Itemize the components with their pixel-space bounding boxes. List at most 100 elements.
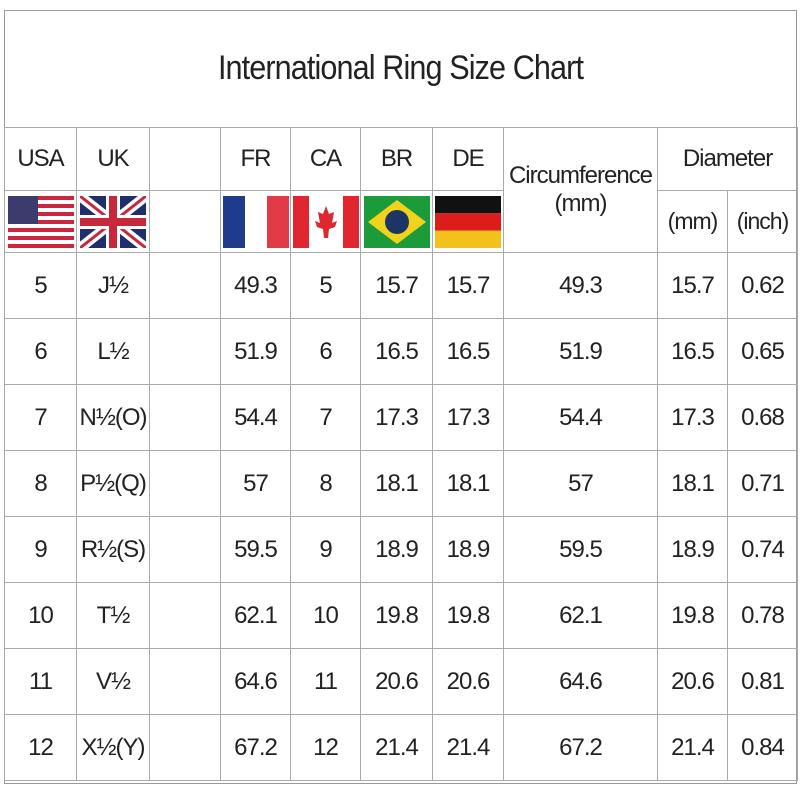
table-row: 7 N½(O) 54.4 7 17.3 17.3 54.4 17.3 0.68 [4,384,799,451]
usa-flag-cell [4,190,77,253]
cell-de: 18.1 [432,450,504,517]
france-flag-icon [222,195,289,248]
germany-flag-icon [435,195,501,248]
table-row: 10 T½ 62.1 10 19.8 19.8 62.1 19.8 0.78 [4,582,799,649]
cell-fr: 62.1 [220,582,291,649]
cell-de: 17.3 [432,384,504,451]
cell-br: 20.6 [360,648,433,715]
cell-diameter-mm: 15.7 [657,252,728,319]
table-row: 12 X½(Y) 67.2 12 21.4 21.4 67.2 21.4 0.84 [4,714,799,781]
cell-fr: 59.5 [220,516,291,583]
cell-blank [149,648,221,715]
cell-usa: 12 [4,714,77,781]
cell-circumference-mm: 62.1 [503,582,658,649]
cell-circumference-mm: 57 [503,450,658,517]
canada-flag-cell [290,190,361,253]
cell-br: 16.5 [360,318,433,385]
cell-diameter-inch: 0.71 [726,450,799,517]
cell-diameter-inch: 0.65 [726,318,799,385]
cell-de: 21.4 [432,714,504,781]
cell-de: 16.5 [432,318,504,385]
germany-flag-cell [432,190,504,253]
cell-diameter-mm: 19.8 [657,582,728,649]
header-uk: UK [76,127,150,191]
ring-size-table: USA UK FR CA BR DE Circumference (mm) Di… [4,127,799,781]
cell-usa: 11 [4,648,77,715]
table-row: 9 R½(S) 59.5 9 18.9 18.9 59.5 18.9 0.74 [4,516,799,583]
diameter-mm-header: (mm) [657,190,728,253]
cell-blank [149,384,221,451]
cell-diameter-inch: 0.84 [726,714,799,781]
cell-ca: 9 [290,516,361,583]
cell-uk: X½(Y) [76,714,150,781]
cell-br: 21.4 [360,714,433,781]
cell-diameter-mm: 20.6 [657,648,728,715]
header-blank [149,127,221,191]
cell-ca: 5 [290,252,361,319]
header-de: DE [432,127,504,191]
cell-blank [149,318,221,385]
cell-br: 19.8 [360,582,433,649]
cell-circumference-mm: 54.4 [503,384,658,451]
cell-fr: 51.9 [220,318,291,385]
cell-ca: 8 [290,450,361,517]
cell-ca: 7 [290,384,361,451]
brazil-flag-cell [360,190,433,253]
cell-blank [149,516,221,583]
cell-diameter-mm: 17.3 [657,384,728,451]
cell-diameter-inch: 0.68 [726,384,799,451]
cell-br: 18.9 [360,516,433,583]
france-flag-cell [220,190,291,253]
table-row: 5 J½ 49.3 5 15.7 15.7 49.3 15.7 0.62 [4,252,799,319]
table-row: 8 P½(Q) 57 8 18.1 18.1 57 18.1 0.71 [4,450,799,517]
cell-uk: T½ [76,582,150,649]
cell-fr: 54.4 [220,384,291,451]
cell-usa: 10 [4,582,77,649]
cell-uk: L½ [76,318,150,385]
cell-fr: 64.6 [220,648,291,715]
cell-usa: 9 [4,516,77,583]
cell-usa: 6 [4,318,77,385]
blank-flag-cell [149,190,221,253]
cell-circumference-mm: 64.6 [503,648,658,715]
page-title: International Ring Size Chart [217,49,584,87]
cell-usa: 8 [4,450,77,517]
cell-ca: 11 [290,648,361,715]
table-row: 6 L½ 51.9 6 16.5 16.5 51.9 16.5 0.65 [4,318,799,385]
cell-ca: 6 [290,318,361,385]
cell-ca: 10 [290,582,361,649]
cell-de: 20.6 [432,648,504,715]
cell-blank [149,450,221,517]
cell-circumference-mm: 67.2 [503,714,658,781]
cell-uk: R½(S) [76,516,150,583]
cell-fr: 57 [220,450,291,517]
usa-flag-icon [7,195,74,248]
header-usa: USA [4,127,77,191]
header-circumference: Circumference (mm) [503,127,658,253]
circumference-label: Circumference [508,162,653,189]
cell-diameter-inch: 0.78 [726,582,799,649]
diameter-inch-header: (inch) [726,190,799,253]
cell-diameter-mm: 18.9 [657,516,728,583]
cell-uk: J½ [76,252,150,319]
header-diameter: Diameter [656,127,799,191]
cell-de: 19.8 [432,582,504,649]
cell-br: 18.1 [360,450,433,517]
cell-uk: P½(Q) [76,450,150,517]
cell-diameter-mm: 21.4 [657,714,728,781]
header-ca: CA [290,127,361,191]
cell-diameter-inch: 0.62 [726,252,799,319]
cell-uk: V½ [76,648,150,715]
cell-br: 15.7 [360,252,433,319]
cell-circumference-mm: 49.3 [503,252,658,319]
cell-blank [149,582,221,649]
uk-flag-cell [76,190,150,253]
cell-de: 15.7 [432,252,504,319]
table-row: 11 V½ 64.6 11 20.6 20.6 64.6 20.6 0.81 [4,648,799,715]
header-br: BR [360,127,433,191]
brazil-flag-icon [363,195,430,248]
cell-diameter-mm: 16.5 [657,318,728,385]
circumference-unit: (mm) [554,190,608,217]
cell-diameter-inch: 0.81 [726,648,799,715]
cell-usa: 5 [4,252,77,319]
